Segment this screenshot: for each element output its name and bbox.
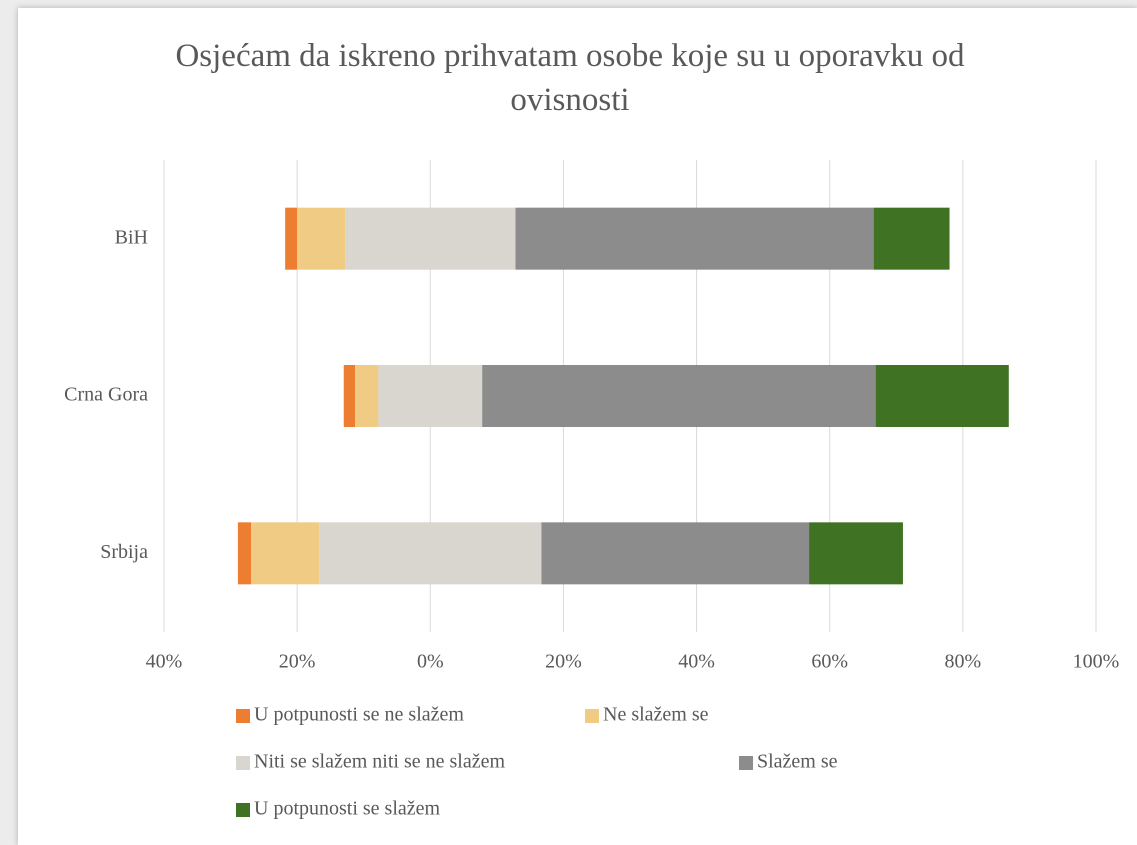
x-tick-label: 20% [279, 651, 316, 673]
bar-segment [343, 365, 356, 427]
bar-segment [482, 365, 876, 427]
bar-segment [251, 522, 320, 585]
bar-segment [345, 207, 516, 270]
legend-label: U potpunosti se slažem [254, 798, 441, 820]
bar-segment [285, 207, 298, 270]
y-tick-label: Crna Gora [64, 384, 148, 406]
x-tick-label: 60% [811, 651, 848, 673]
legend-label: Slažem se [757, 751, 838, 773]
x-tick-label: 80% [945, 651, 982, 673]
y-tick-label: Srbija [100, 541, 148, 563]
bar-segment [297, 207, 346, 270]
legend-swatch [739, 756, 753, 770]
bar-segment [355, 365, 379, 427]
bar-segment [875, 365, 1009, 427]
legend-swatch [236, 709, 250, 723]
bar-segment [237, 522, 252, 585]
x-tick-label: 0% [417, 651, 444, 673]
legend-label: Niti se slažem niti se ne slažem [254, 751, 505, 773]
x-tick-label: 40% [146, 651, 183, 673]
bar-segment [319, 522, 542, 585]
x-tick-label: 20% [545, 651, 582, 673]
legend-swatch [585, 709, 599, 723]
bar-segment [541, 522, 810, 585]
x-tick-label: 40% [678, 651, 715, 673]
legend-label: Ne slažem se [603, 704, 709, 726]
bar-segment [378, 365, 483, 427]
bar-segment [873, 207, 950, 270]
chart-title: Osjećam da iskreno prihvatam osobe koje … [175, 38, 965, 118]
bar-segment [809, 522, 903, 585]
bar-segment [515, 207, 874, 270]
x-tick-label: 100% [1073, 651, 1120, 673]
legend-label: U potpunosti se ne slažem [254, 704, 464, 726]
y-tick-label: BiH [115, 226, 148, 248]
legend-swatch [236, 803, 250, 817]
legend-swatch [236, 756, 250, 770]
